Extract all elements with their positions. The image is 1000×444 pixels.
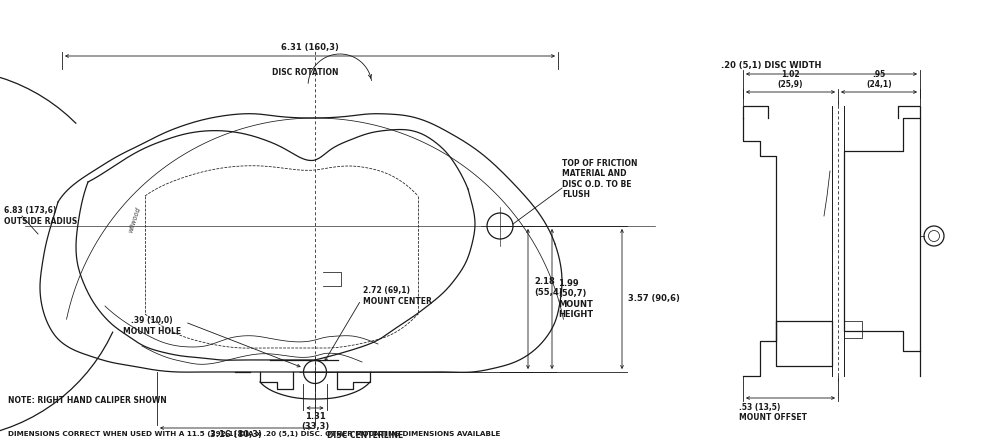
Text: DISC ROTATION: DISC ROTATION [272, 67, 338, 76]
Text: 2.72 (69,1)
MOUNT CENTER: 2.72 (69,1) MOUNT CENTER [363, 286, 432, 306]
Text: TOP OF FRICTION
MATERIAL AND
DISC O.D. TO BE
FLUSH: TOP OF FRICTION MATERIAL AND DISC O.D. T… [562, 159, 638, 199]
Text: 6.31 (160,3): 6.31 (160,3) [281, 43, 339, 52]
Text: wilwood: wilwood [128, 206, 142, 233]
Text: 3.16 (80,3): 3.16 (80,3) [210, 430, 262, 439]
Text: .39 (10,0)
MOUNT HOLE: .39 (10,0) MOUNT HOLE [123, 316, 181, 336]
Text: DISC CENTERLINE: DISC CENTERLINE [327, 431, 403, 440]
Text: 3.57 (90,6): 3.57 (90,6) [628, 294, 680, 304]
Text: NOTE: RIGHT HAND CALIPER SHOWN: NOTE: RIGHT HAND CALIPER SHOWN [8, 396, 167, 404]
Text: 1.31
(33,3): 1.31 (33,3) [301, 412, 329, 432]
Text: .95
(24,1): .95 (24,1) [866, 70, 892, 89]
Text: 6.83 (173,6)
OUTSIDE RADIUS: 6.83 (173,6) OUTSIDE RADIUS [4, 206, 77, 226]
Text: DIMENSIONS CORRECT WHEN USED WITH A 11.5 (292,1) DIA x .20 (5,1) DISC. OTHER MOU: DIMENSIONS CORRECT WHEN USED WITH A 11.5… [8, 431, 500, 437]
Text: 1.02
(25,9): 1.02 (25,9) [778, 70, 803, 89]
Text: .20 (5,1) DISC WIDTH: .20 (5,1) DISC WIDTH [721, 61, 821, 70]
Text: 1.99
(50,7)
MOUNT
HEIGHT: 1.99 (50,7) MOUNT HEIGHT [558, 279, 593, 319]
Text: 2.18
(55,4): 2.18 (55,4) [534, 278, 563, 297]
Text: .53 (13,5)
MOUNT OFFSET: .53 (13,5) MOUNT OFFSET [739, 403, 807, 422]
